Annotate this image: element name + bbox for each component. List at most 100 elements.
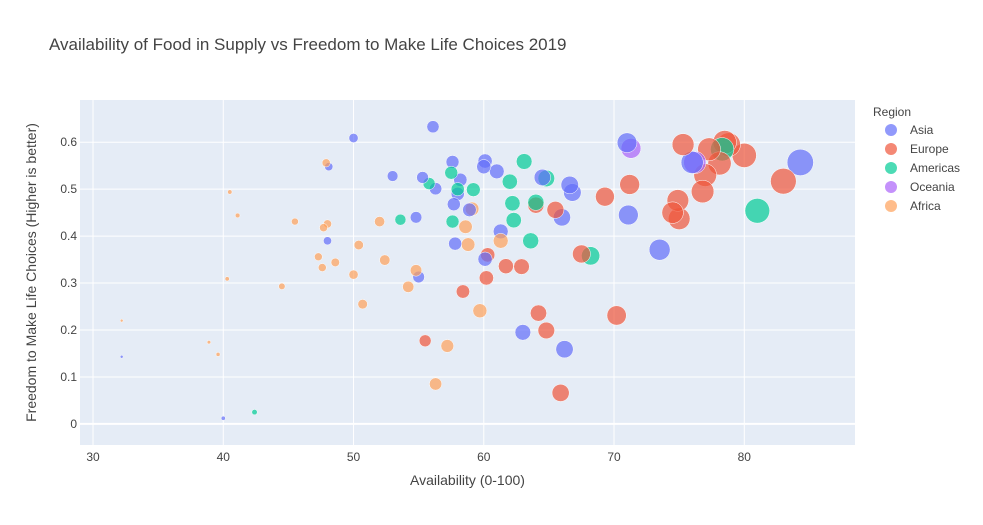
point-americas [394,213,407,226]
point-europe [546,201,565,219]
point-asia [348,133,359,143]
point-asia [555,340,574,359]
point-americas [504,195,521,212]
y-tick-label: 0.1 [60,370,77,384]
legend-swatch-americas [885,162,897,174]
point-asia [514,324,531,341]
point-africa [119,318,124,323]
point-africa [353,240,364,251]
point-americas [251,409,258,416]
x-tick-label: 30 [86,450,100,464]
point-africa [330,257,340,267]
point-africa [348,269,359,280]
point-americas [445,214,460,229]
point-americas [527,193,545,211]
point-asia [323,236,332,246]
point-africa [429,377,443,391]
point-africa [319,223,328,232]
y-axis-title: Freedom to Make Life Choices (Higher is … [23,123,39,422]
x-tick-label: 50 [347,450,361,464]
point-asia [616,132,638,153]
legend-label-europe: Europe [910,142,949,156]
point-asia [648,238,671,261]
point-africa [493,233,509,249]
point-europe [661,201,684,224]
legend-label-oceania: Oceania [910,180,955,194]
point-asia [462,202,477,217]
x-tick-label: 40 [217,450,231,464]
x-tick-label: 80 [738,450,752,464]
point-asia [119,355,124,359]
point-africa [321,158,331,168]
chart-title: Availability of Food in Supply vs Freedo… [49,35,567,54]
point-asia [477,251,493,267]
y-tick-label: 0.5 [60,182,77,196]
point-africa [461,237,476,252]
point-africa [379,254,391,266]
point-europe [619,174,640,195]
point-europe [691,179,715,204]
point-africa [374,216,385,227]
y-tick-label: 0.3 [60,276,77,290]
data-points [119,120,814,421]
point-europe [770,168,797,195]
point-americas [450,182,465,197]
legend-swatch-europe [885,143,897,155]
point-asia [489,163,505,179]
point-europe [455,284,470,299]
point-africa [224,276,230,282]
point-africa [402,280,415,293]
legend-swatch-oceania [885,181,897,193]
point-asia [386,170,399,182]
y-tick-label: 0.2 [60,323,77,337]
point-americas [466,182,481,197]
axis-ticks: 30 40 50 60 70 80 0 0.1 0.2 0.3 0.4 0.5 0.6 [60,135,751,464]
point-africa [278,282,286,290]
point-africa [317,263,327,272]
legend-swatch-africa [885,200,897,212]
point-europe [478,270,494,286]
point-asia [786,148,814,176]
point-europe [418,334,432,348]
point-americas [516,153,533,170]
point-asia [560,175,579,194]
point-asia [426,120,440,134]
x-tick-label: 70 [607,450,621,464]
x-tick-label: 60 [477,450,491,464]
point-americas [501,173,518,190]
x-axis-title: Availability (0-100) [410,472,525,488]
point-africa [206,340,212,345]
point-americas [444,166,458,180]
point-europe [537,321,555,340]
point-africa [357,299,368,310]
point-europe [572,244,591,264]
point-europe [595,186,615,207]
legend-label-africa: Africa [910,199,941,213]
point-asia [448,236,462,251]
point-asia [220,415,226,421]
legend: Region Asia Europe Americas Oceania Africa [873,105,960,213]
point-asia [447,197,461,212]
point-europe [530,304,547,322]
point-africa [234,212,241,219]
y-tick-label: 0.6 [60,135,77,149]
point-asia [680,151,704,174]
legend-label-asia: Asia [910,123,934,137]
point-americas [744,198,770,224]
point-asia [416,171,429,184]
point-africa [440,339,454,353]
point-americas [522,232,539,250]
point-asia [533,168,551,186]
y-tick-label: 0 [70,417,77,431]
point-africa [409,264,423,277]
point-africa [291,217,299,226]
point-asia [618,204,639,226]
point-africa [227,189,233,195]
point-europe [551,384,570,402]
point-africa [314,252,323,261]
point-asia [409,211,423,224]
point-africa [472,303,488,319]
legend-swatch-asia [885,124,897,136]
y-tick-label: 0.4 [60,229,77,243]
